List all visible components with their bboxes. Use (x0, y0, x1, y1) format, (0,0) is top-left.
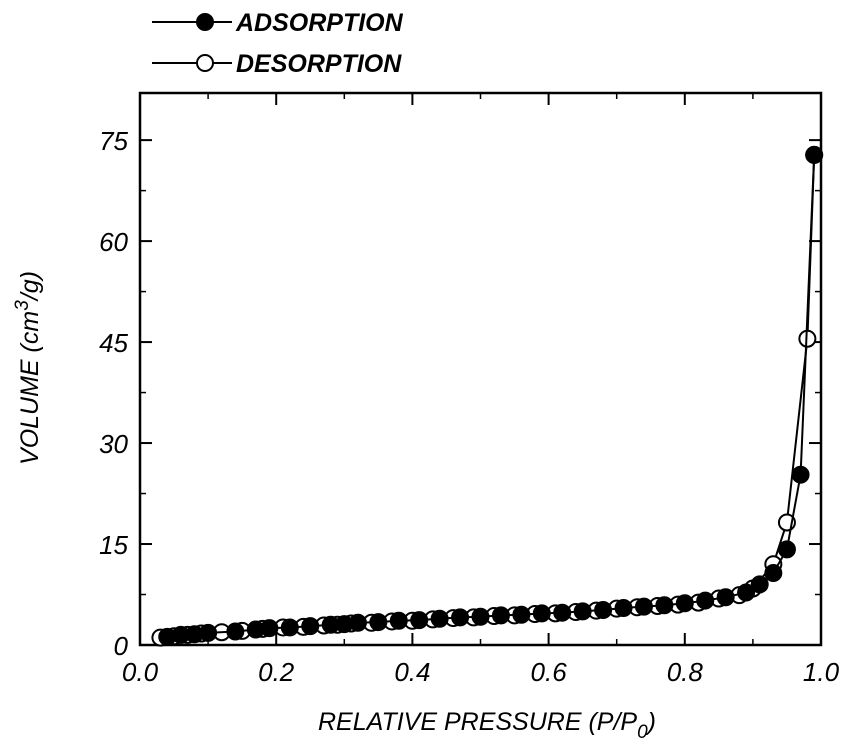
x-tick-label: 0.2 (258, 657, 295, 687)
data-series (152, 147, 822, 646)
x-tick-label: 0.8 (667, 657, 704, 687)
adsorption-point (452, 609, 468, 625)
adsorption-point (554, 605, 570, 621)
adsorption-point (616, 600, 632, 616)
adsorption-point (793, 467, 809, 483)
adsorption-point (473, 609, 489, 625)
adsorption-point (350, 615, 366, 631)
adsorption-point (779, 541, 795, 557)
x-tick-label: 0.6 (531, 657, 568, 687)
axes (140, 93, 821, 645)
y-tick-label: 30 (99, 429, 128, 459)
legend-adsorption-label: ADSORPTION (235, 9, 404, 37)
adsorption-point (261, 620, 277, 636)
adsorption-point (697, 593, 713, 609)
desorption-line (160, 155, 814, 638)
adsorption-point (575, 603, 591, 619)
x-tick-label: 0.4 (394, 657, 430, 687)
y-axis-title-superscript: 3 (12, 300, 33, 311)
y-tick-label: 15 (99, 530, 128, 560)
y-tick-label: 45 (99, 328, 128, 358)
adsorption-point (200, 625, 216, 641)
adsorption-point (302, 618, 318, 634)
adsorption-point (513, 607, 529, 623)
adsorption-point (636, 599, 652, 615)
adsorption-point (765, 565, 781, 581)
y-axis-title: VOLUME (cm3/g) (12, 271, 44, 465)
y-axis-title-end: /g) (16, 271, 44, 302)
x-axis-title: RELATIVE PRESSURE (P/P0) (318, 708, 656, 743)
x-axis-title-main: RELATIVE PRESSURE (P/P (318, 708, 637, 736)
legend: ADSORPTION DESORPTION (152, 9, 404, 78)
legend-adsorption-marker (197, 14, 213, 30)
x-tick-label: 0.0 (122, 657, 159, 687)
plot-frame (140, 93, 821, 645)
y-axis-title-main: VOLUME (cm (16, 311, 44, 465)
legend-desorption-marker (197, 55, 213, 71)
adsorption-point (677, 595, 693, 611)
x-tick-label: 1.0 (803, 657, 840, 687)
adsorption-point (432, 611, 448, 627)
adsorption-point (534, 605, 550, 621)
adsorption-point (282, 619, 298, 635)
adsorption-point (411, 612, 427, 628)
legend-desorption-label: DESORPTION (236, 50, 402, 78)
adsorption-point (370, 614, 386, 630)
adsorption-point (595, 602, 611, 618)
adsorption-point (752, 576, 768, 592)
y-tick-label: 0 (114, 631, 129, 661)
adsorption-point (227, 624, 243, 640)
adsorption-point (806, 147, 822, 163)
y-tick-label: 60 (99, 227, 128, 257)
adsorption-point (493, 607, 509, 623)
adsorption-line (167, 155, 814, 637)
tick-marks (140, 93, 821, 645)
x-axis-title-subscript: 0 (637, 722, 648, 743)
y-tick-label: 75 (99, 126, 128, 156)
adsorption-point (391, 613, 407, 629)
adsorption-point (656, 597, 672, 613)
adsorption-point (718, 589, 734, 605)
